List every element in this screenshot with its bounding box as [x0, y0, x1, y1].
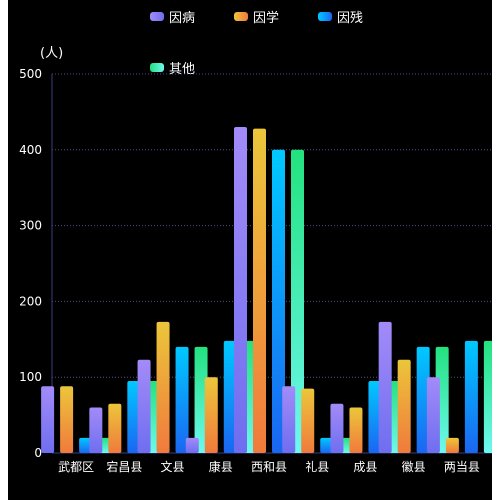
bar-2-1 [156, 321, 170, 453]
x-tick-label: 礼县 [305, 459, 329, 474]
x-tick-label: 文县 [161, 459, 185, 474]
x-tick-label: 成县 [353, 460, 377, 474]
bar-6-2 [368, 380, 382, 453]
bar-6-1 [349, 407, 363, 453]
bar-6-0 [330, 403, 344, 453]
bar-5-0 [282, 386, 296, 453]
legend-swatch [318, 11, 332, 21]
legend-item[interactable]: 因学 [234, 8, 280, 26]
x-tick-label: 徽县 [402, 459, 426, 474]
legend-swatch [150, 11, 164, 21]
y-tick-label: 400 [19, 143, 42, 157]
legend: 因病 因学 因残其他 [8, 0, 492, 90]
y-tick-label: 300 [19, 219, 42, 233]
bar-4-0 [234, 127, 247, 453]
legend-label: 因学 [253, 10, 280, 26]
bar-3-2 [223, 340, 237, 453]
bar-1-0 [89, 407, 103, 453]
bar-7-1 [397, 359, 411, 453]
bar-5-2 [320, 437, 334, 453]
x-tick-label: 宕昌县 [106, 459, 142, 474]
legend-item[interactable]: 因残 [318, 8, 364, 26]
legend-item[interactable]: 因病 [150, 8, 196, 26]
x-tick-label: 西和县 [251, 460, 287, 474]
y-axis-unit-label: (人) [40, 46, 63, 61]
bar-8-1 [445, 437, 459, 453]
chart-panel: 因病 因学 因残其他 0 100 200 300 400 500 (人) 武都区 宕昌县 文县 康县 西和… [8, 0, 492, 500]
y-tick-label: 100 [19, 370, 42, 384]
bar-7-0 [378, 321, 392, 453]
bar-3-0 [185, 437, 199, 453]
bar-0-2 [79, 437, 93, 453]
bar-8-0 [426, 377, 440, 453]
x-tick-label: 两当县 [444, 460, 480, 474]
legend-label: 其他 [169, 61, 196, 77]
bar-4-3 [291, 149, 304, 454]
bar-2-2 [175, 346, 189, 453]
bar-1-2 [127, 380, 141, 453]
legend-label: 因残 [337, 10, 364, 26]
bar-3-1 [204, 377, 218, 453]
y-tick-label: 0 [34, 446, 42, 460]
bar-4-2 [272, 149, 285, 454]
x-tick-label: 康县 [209, 459, 233, 474]
legend-label: 因病 [169, 10, 196, 26]
y-tick-label: 500 [19, 67, 42, 81]
bar-1-1 [108, 403, 122, 453]
bar-2-3 [194, 346, 208, 453]
legend-swatch [234, 11, 248, 21]
x-tick-label: 武都区 [58, 460, 94, 474]
bar-0-0 [41, 386, 55, 453]
bar-5-1 [301, 388, 315, 453]
bar-4-1 [253, 128, 266, 454]
bar-8-3 [483, 340, 492, 453]
bar-7-2 [416, 346, 430, 453]
bar-0-1 [60, 386, 74, 453]
legend-item[interactable]: 其他 [150, 59, 196, 77]
legend-swatch [150, 62, 164, 72]
bar-2-0 [137, 359, 151, 453]
bar-8-2 [464, 340, 478, 453]
bar-chart: 0 100 200 300 400 500 (人) 武都区 宕昌县 文县 康县 西和县 礼县 成县 徽县 两当… [19, 46, 492, 474]
y-tick-label: 200 [19, 294, 42, 308]
